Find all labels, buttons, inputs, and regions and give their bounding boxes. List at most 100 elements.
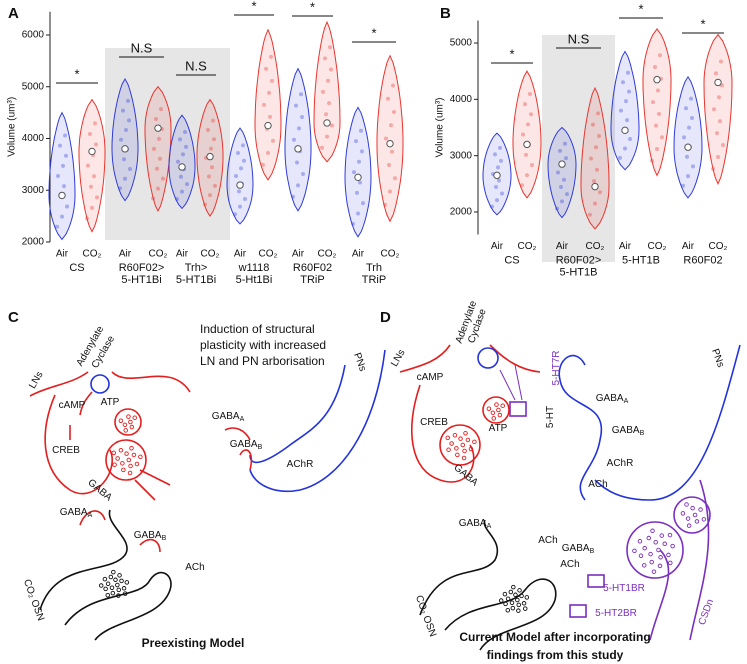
label-text: cAMP (417, 372, 444, 383)
significance: * (310, 0, 315, 14)
point-decor (266, 150, 270, 155)
violin (376, 54, 404, 223)
group-label: R60F02 (293, 262, 332, 274)
vesicle (637, 539, 643, 544)
vesicle (516, 608, 521, 613)
caption: Preexisting Model (142, 636, 245, 650)
significance: N.S (185, 58, 207, 73)
diagram-label: AChR (287, 459, 314, 470)
x-tick-label: Air (56, 249, 69, 260)
point-decor (269, 54, 273, 59)
median (58, 191, 66, 200)
point-decor (360, 149, 364, 154)
point-decor (151, 196, 155, 201)
point-decor (184, 144, 188, 149)
point-decor (718, 119, 722, 124)
vesicle (138, 454, 143, 460)
diagram-label: CO₂ OSN (21, 578, 46, 622)
diagram-label: cAMP (417, 372, 444, 383)
5ht2br (569, 604, 587, 618)
significance: N.S (131, 40, 153, 55)
point-decor (592, 179, 596, 183)
chart: B 2000 3000 4000 5000 Volume (um³) Air CO₂ CS * Ai… (435, 1, 733, 278)
vesicle (500, 403, 505, 408)
point-decor (356, 211, 360, 216)
x-tick-label: CO₂ (318, 249, 337, 260)
5ht1br (587, 574, 605, 588)
vesicle (134, 461, 140, 467)
vesicle (111, 569, 116, 575)
diagram-label: cAMP (59, 400, 86, 411)
point-decor (556, 170, 560, 175)
point-decor (238, 204, 242, 209)
point-decor (185, 182, 189, 187)
panel-label: D (380, 309, 391, 326)
point-decor (528, 91, 532, 96)
x-tick-label: Air (682, 241, 695, 252)
y-tick-label: 4000 (22, 133, 45, 144)
label-subscript: A (240, 416, 245, 423)
label-text: ACh (588, 479, 607, 490)
diagram-label: ATP (489, 423, 508, 434)
label-subscript: A (88, 512, 93, 519)
violin (610, 50, 640, 171)
caption: Current Model after incorporating (459, 630, 650, 644)
vesicle (122, 422, 128, 428)
diagram-label: GABA (452, 462, 481, 489)
point-decor (490, 204, 494, 209)
point-decor (212, 137, 216, 142)
point-decor (92, 174, 96, 179)
label-text: PNs (351, 351, 368, 373)
point-decor (593, 201, 597, 206)
vesicle (701, 517, 707, 522)
csdn-outline (649, 479, 710, 641)
vesicle (502, 591, 508, 597)
median (621, 126, 629, 135)
vesicle (112, 462, 117, 467)
point-decor (351, 221, 355, 226)
point-decor (388, 189, 392, 194)
y-tick-label: 2000 (450, 207, 473, 218)
point-decor (320, 145, 324, 150)
osn-outline (39, 509, 172, 641)
point-decor (159, 107, 163, 112)
x-tick-label: Air (119, 249, 132, 260)
label-text: GABA (562, 543, 590, 554)
vesicle (132, 415, 137, 420)
ln-outline (399, 344, 541, 373)
median (264, 121, 272, 130)
point-decor (555, 206, 559, 211)
point-decor (386, 96, 390, 101)
median (493, 171, 501, 180)
label-text: ATP (101, 397, 120, 408)
label-text: ACh (560, 559, 579, 570)
point-decor (152, 146, 156, 151)
diagram-label: GABAB (230, 439, 263, 452)
median (154, 124, 162, 132)
vesicle (121, 586, 127, 591)
vesicle (103, 586, 108, 592)
vesicle (515, 597, 520, 603)
point-decor (496, 165, 500, 170)
median (653, 75, 661, 84)
vesicle (694, 519, 700, 524)
point-decor (690, 115, 694, 120)
violin (580, 86, 610, 230)
vesicle (461, 455, 467, 461)
point-decor (329, 67, 333, 72)
vesicle (455, 452, 460, 458)
violin (703, 33, 733, 186)
point-decor (128, 166, 132, 171)
point-decor (121, 108, 125, 113)
vesicle (511, 584, 516, 590)
point-decor (264, 66, 268, 71)
point-decor (292, 137, 296, 142)
median (206, 152, 214, 161)
point-decor (384, 136, 388, 141)
label-subscript: B (590, 548, 595, 555)
diagram-label: 5-HT1BR (603, 583, 645, 594)
point-decor (521, 132, 525, 137)
vesicle (516, 602, 522, 608)
label-subscript: B (162, 535, 167, 542)
point-decor (500, 191, 504, 196)
